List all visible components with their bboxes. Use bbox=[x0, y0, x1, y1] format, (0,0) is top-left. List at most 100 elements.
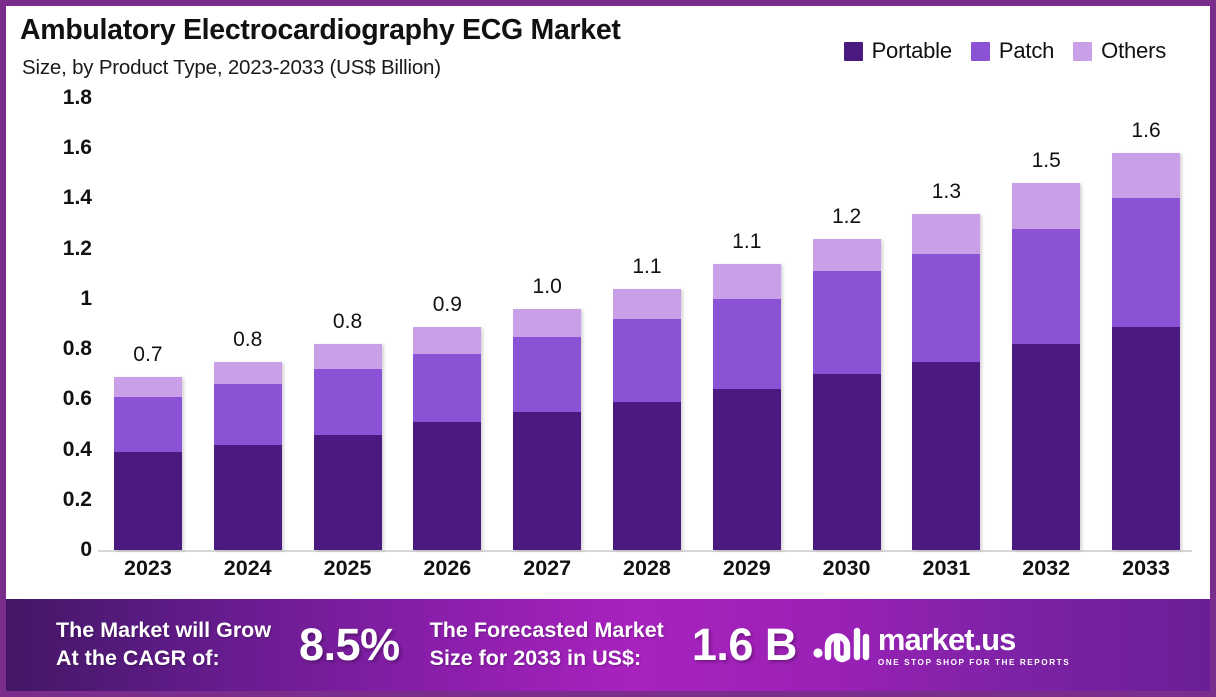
bar-group[interactable]: 1.5 bbox=[1012, 98, 1081, 550]
y-axis-tick: 0.8 bbox=[62, 337, 92, 361]
logo-text: market.us ONE STOP SHOP FOR THE REPORTS bbox=[878, 624, 1070, 667]
x-axis-baseline bbox=[98, 550, 1192, 552]
bar-stack[interactable] bbox=[113, 376, 182, 550]
cagr-block: The Market will Grow At the CAGR of: 8.5… bbox=[6, 617, 400, 672]
y-axis-tick: 1.4 bbox=[62, 186, 92, 210]
bar-segment-others[interactable] bbox=[1112, 153, 1181, 199]
logo-tagline: ONE STOP SHOP FOR THE REPORTS bbox=[877, 657, 1071, 667]
bar-group[interactable]: 1.6 bbox=[1112, 98, 1181, 550]
bar-segment-others[interactable] bbox=[812, 238, 881, 272]
bar-stack[interactable] bbox=[912, 213, 981, 550]
forecast-label: The Forecasted Market Size for 2033 in U… bbox=[430, 617, 664, 672]
legend-item-patch[interactable]: Patch bbox=[970, 38, 1054, 64]
forecast-block: The Forecasted Market Size for 2033 in U… bbox=[400, 617, 798, 672]
bar-segment-patch[interactable] bbox=[213, 384, 282, 445]
bar-group[interactable]: 1.1 bbox=[612, 98, 681, 550]
forecast-label-line2: Size for 2033 in US$: bbox=[429, 646, 642, 670]
bar-segment-patch[interactable] bbox=[812, 271, 881, 375]
bar-stack[interactable] bbox=[213, 361, 282, 550]
chart-header: Ambulatory Electrocardiography ECG Marke… bbox=[6, 6, 1210, 98]
bar-segment-others[interactable] bbox=[912, 213, 981, 254]
bar-segment-patch[interactable] bbox=[113, 396, 182, 453]
pulse-wave-icon bbox=[813, 623, 871, 668]
bar-segment-portable[interactable] bbox=[912, 361, 981, 550]
bar-segment-patch[interactable] bbox=[912, 253, 981, 362]
bar-group[interactable]: 1.1 bbox=[712, 98, 781, 550]
bar-segment-portable[interactable] bbox=[812, 374, 881, 550]
bar-segment-portable[interactable] bbox=[313, 434, 382, 550]
chart-legend: Portable Patch Others bbox=[843, 38, 1166, 64]
legend-swatch-icon bbox=[970, 41, 990, 61]
bar-segment-portable[interactable] bbox=[213, 444, 282, 550]
x-axis-tick: 2033 bbox=[1122, 556, 1170, 580]
forecast-label-line1: The Forecasted Market bbox=[429, 618, 664, 643]
bar-segment-others[interactable] bbox=[712, 263, 781, 299]
bar-group[interactable]: 0.7 bbox=[113, 98, 182, 550]
bar-value-label: 1.5 bbox=[1031, 149, 1061, 173]
x-axis-tick: 2028 bbox=[623, 556, 671, 580]
bar-group[interactable]: 1.3 bbox=[912, 98, 981, 550]
forecast-value: 1.6 B bbox=[691, 619, 798, 670]
bar-group[interactable]: 1.2 bbox=[812, 98, 881, 550]
bar-segment-portable[interactable] bbox=[1112, 326, 1181, 550]
y-axis: 0 0.2 0.4 0.6 0.8 1 1.2 1.4 1.6 1.8 bbox=[6, 86, 92, 561]
bar-segment-portable[interactable] bbox=[413, 421, 482, 550]
bar-segment-others[interactable] bbox=[113, 376, 182, 397]
bar-segment-portable[interactable] bbox=[513, 411, 582, 550]
bar-value-label: 0.7 bbox=[133, 342, 163, 366]
bar-stack[interactable] bbox=[1112, 153, 1181, 550]
bar-stack[interactable] bbox=[812, 238, 881, 550]
bar-segment-portable[interactable] bbox=[113, 452, 182, 550]
bar-stack[interactable] bbox=[612, 288, 681, 550]
bar-group[interactable]: 0.8 bbox=[213, 98, 282, 550]
bar-segment-others[interactable] bbox=[213, 361, 282, 385]
bar-segment-patch[interactable] bbox=[612, 319, 681, 402]
bar-group[interactable]: 0.8 bbox=[313, 98, 382, 550]
bar-value-label: 1.3 bbox=[931, 179, 962, 203]
bar-segment-patch[interactable] bbox=[313, 369, 382, 435]
legend-item-portable[interactable]: Portable bbox=[843, 38, 953, 64]
bar-group[interactable]: 1.0 bbox=[513, 98, 582, 550]
y-axis-tick: 1.2 bbox=[62, 236, 92, 260]
bar-segment-others[interactable] bbox=[513, 308, 582, 337]
y-axis-tick: 0.4 bbox=[62, 437, 92, 461]
bar-stack[interactable] bbox=[413, 326, 482, 550]
bar-stack[interactable] bbox=[712, 263, 781, 550]
bar-segment-portable[interactable] bbox=[712, 389, 781, 550]
bar-stack[interactable] bbox=[1012, 183, 1081, 550]
legend-swatch-icon bbox=[843, 41, 863, 61]
bar-value-label: 1.1 bbox=[732, 229, 762, 253]
market-us-logo[interactable]: market.us ONE STOP SHOP FOR THE REPORTS bbox=[813, 623, 1070, 668]
bar-segment-others[interactable] bbox=[313, 344, 382, 370]
x-axis-tick: 2023 bbox=[123, 556, 172, 580]
bar-segment-patch[interactable] bbox=[513, 336, 582, 412]
bar-segment-patch[interactable] bbox=[413, 354, 482, 422]
bar-segment-patch[interactable] bbox=[1112, 198, 1181, 327]
bar-segment-others[interactable] bbox=[612, 288, 681, 319]
bar-segment-others[interactable] bbox=[413, 326, 482, 355]
legend-item-others[interactable]: Others bbox=[1073, 38, 1166, 64]
bar-stack[interactable] bbox=[513, 308, 582, 550]
legend-label: Portable bbox=[871, 38, 953, 63]
bar-segment-patch[interactable] bbox=[1012, 228, 1081, 345]
x-axis-tick: 2031 bbox=[922, 556, 971, 580]
cagr-label-line1: The Market will Grow bbox=[56, 618, 272, 643]
x-axis-tick: 2030 bbox=[822, 556, 871, 580]
legend-label: Others bbox=[1101, 38, 1166, 63]
page-title: Ambulatory Electrocardiography ECG Marke… bbox=[20, 14, 621, 46]
bar-value-label: 0.9 bbox=[432, 292, 462, 316]
bar-stack[interactable] bbox=[313, 344, 382, 550]
bar-group[interactable]: 0.9 bbox=[413, 98, 482, 550]
bar-segment-portable[interactable] bbox=[1012, 344, 1081, 550]
bar-value-label: 1.6 bbox=[1131, 119, 1161, 143]
legend-swatch-icon bbox=[1073, 41, 1093, 61]
bar-segment-others[interactable] bbox=[1012, 183, 1081, 229]
footer-banner: The Market will Grow At the CAGR of: 8.5… bbox=[6, 599, 1210, 691]
bar-segment-portable[interactable] bbox=[612, 401, 681, 550]
bar-segment-patch[interactable] bbox=[712, 298, 781, 390]
y-axis-tick: 0.2 bbox=[62, 487, 92, 511]
plot-area: 0 0.2 0.4 0.6 0.8 1 1.2 1.4 1.6 1.8 0.7 0.8 0.8 0.9 1… bbox=[6, 86, 1210, 598]
x-axis-tick: 2027 bbox=[523, 556, 572, 580]
y-axis-tick: 0 bbox=[80, 538, 92, 561]
